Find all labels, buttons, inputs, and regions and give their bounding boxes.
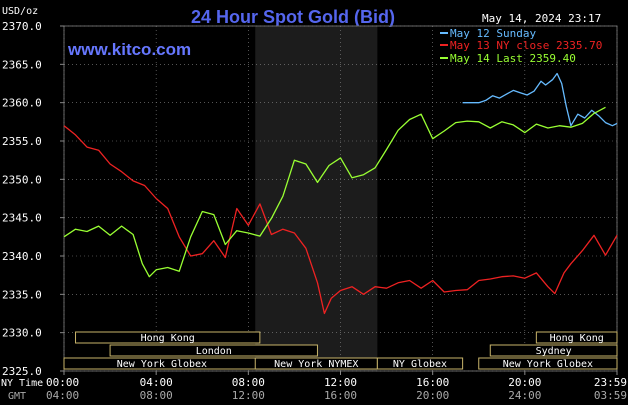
series-line-1	[462, 72, 618, 127]
y-tick-label: 2340.0	[2, 250, 42, 263]
timestamp-label: May 14, 2024 23:17	[482, 12, 601, 25]
session-bar	[489, 344, 618, 357]
series-line-3	[63, 106, 606, 278]
x-tick-label-gmt: 03:59	[594, 389, 627, 402]
x-tick-label-gmt: 20:00	[416, 389, 449, 402]
session-bar	[478, 357, 618, 370]
x-tick-label-ny: 08:00	[232, 376, 265, 389]
price-lines	[63, 72, 618, 315]
x-tick-label-gmt: 12:00	[232, 389, 265, 402]
y-tick-label: 2350.0	[2, 173, 42, 186]
y-tick-label: 2370.0	[2, 20, 42, 33]
session-label: NY Globex	[393, 359, 447, 370]
ny-time-row-label: NY Time	[1, 378, 43, 389]
legend-label-may14: May 14 Last 2359.40	[450, 52, 576, 65]
x-axis-ticks: 00:0004:0004:0008:0008:0012:0012:0016:00…	[46, 376, 627, 402]
series-line-2	[63, 125, 618, 315]
x-tick-label-ny: 20:00	[508, 376, 541, 389]
session-label: Hong Kong	[141, 333, 195, 344]
legend: May 12 Sunday May 13 NY close 2335.70 Ma…	[440, 27, 602, 65]
session-bar	[109, 344, 318, 357]
nymex-shaded-region	[255, 26, 378, 371]
y-tick-label: 2360.0	[2, 97, 42, 110]
y-axis-unit-label: USD/oz	[2, 6, 38, 17]
x-tick-label-ny: 12:00	[324, 376, 357, 389]
x-tick-label-ny: 00:00	[46, 376, 79, 389]
y-tick-label: 2345.0	[2, 212, 42, 225]
y-tick-label: 2335.0	[2, 288, 42, 301]
y-tick-label: 2355.0	[2, 135, 42, 148]
session-label: Hong Kong	[550, 333, 604, 344]
x-tick-label-gmt: 08:00	[140, 389, 173, 402]
x-tick-label-ny: 16:00	[416, 376, 449, 389]
x-tick-label-gmt: 16:00	[324, 389, 357, 402]
session-label: London	[196, 346, 232, 357]
session-label: New York NYMEX	[274, 359, 358, 370]
session-label: New York Globex	[117, 359, 207, 370]
x-tick-label-ny: 04:00	[140, 376, 173, 389]
session-bar	[535, 331, 618, 344]
y-tick-label: 2330.0	[2, 327, 42, 340]
x-tick-label-gmt: 04:00	[46, 389, 79, 402]
session-bar	[376, 357, 464, 370]
y-tick-label: 2325.0	[2, 365, 42, 378]
chart-title: 24 Hour Spot Gold (Bid)	[191, 7, 395, 27]
y-axis-ticks: 2370.0 2365.0 2360.0 2355.0 2350.0 2345.0 2340…	[2, 20, 42, 378]
x-tick-label-gmt: 24:00	[508, 389, 541, 402]
y-tick-label: 2365.0	[2, 58, 42, 71]
session-bar	[75, 331, 261, 344]
legend-label-may13: May 13 NY close 2335.70	[450, 39, 602, 52]
legend-label-may12: May 12 Sunday	[450, 27, 536, 40]
website-label: www.kitco.com	[67, 40, 191, 59]
x-tick-label-ny: 23:59	[594, 376, 627, 389]
session-label: New York Globex	[503, 359, 593, 370]
gmt-row-label: GMT	[8, 391, 26, 402]
session-label: Sydney	[536, 346, 572, 357]
